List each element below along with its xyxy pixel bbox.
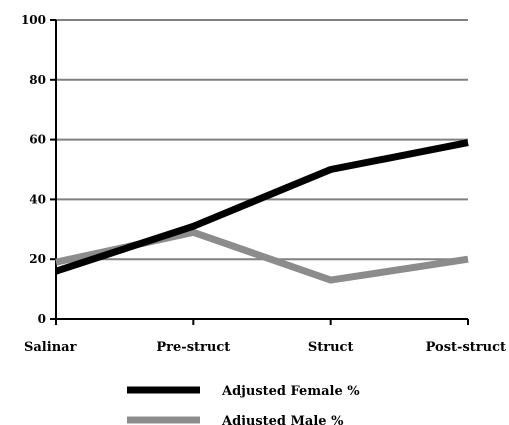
legend: Adjusted Female % Adjusted Male %: [127, 384, 360, 425]
series-line-female: [54, 139, 469, 275]
y-tick-label: 0: [38, 312, 46, 326]
axes: [55, 20, 468, 320]
x-tick-label: Pre-struct: [156, 340, 230, 355]
series-lines: [54, 139, 469, 284]
y-tick-label: 80: [29, 73, 46, 87]
series-line-male: [55, 228, 469, 284]
y-tick-label: 100: [21, 13, 46, 27]
legend-label: Adjusted Female %: [221, 384, 360, 399]
x-tick-label: Struct: [308, 340, 354, 355]
y-tick-label: 20: [29, 252, 46, 266]
y-tick-label: 60: [29, 133, 46, 147]
x-tick-label: Post-struct: [426, 340, 506, 355]
y-tick-label: 40: [29, 192, 46, 206]
x-axis-ticks: Salinar Pre-struct Struct Post-struct: [24, 319, 506, 355]
y-axis-ticks: 0 20 40 60 80 100: [21, 13, 56, 326]
x-tick-label: Salinar: [24, 340, 77, 355]
legend-label: Adjusted Male %: [221, 414, 344, 425]
gridlines: [56, 19, 468, 261]
